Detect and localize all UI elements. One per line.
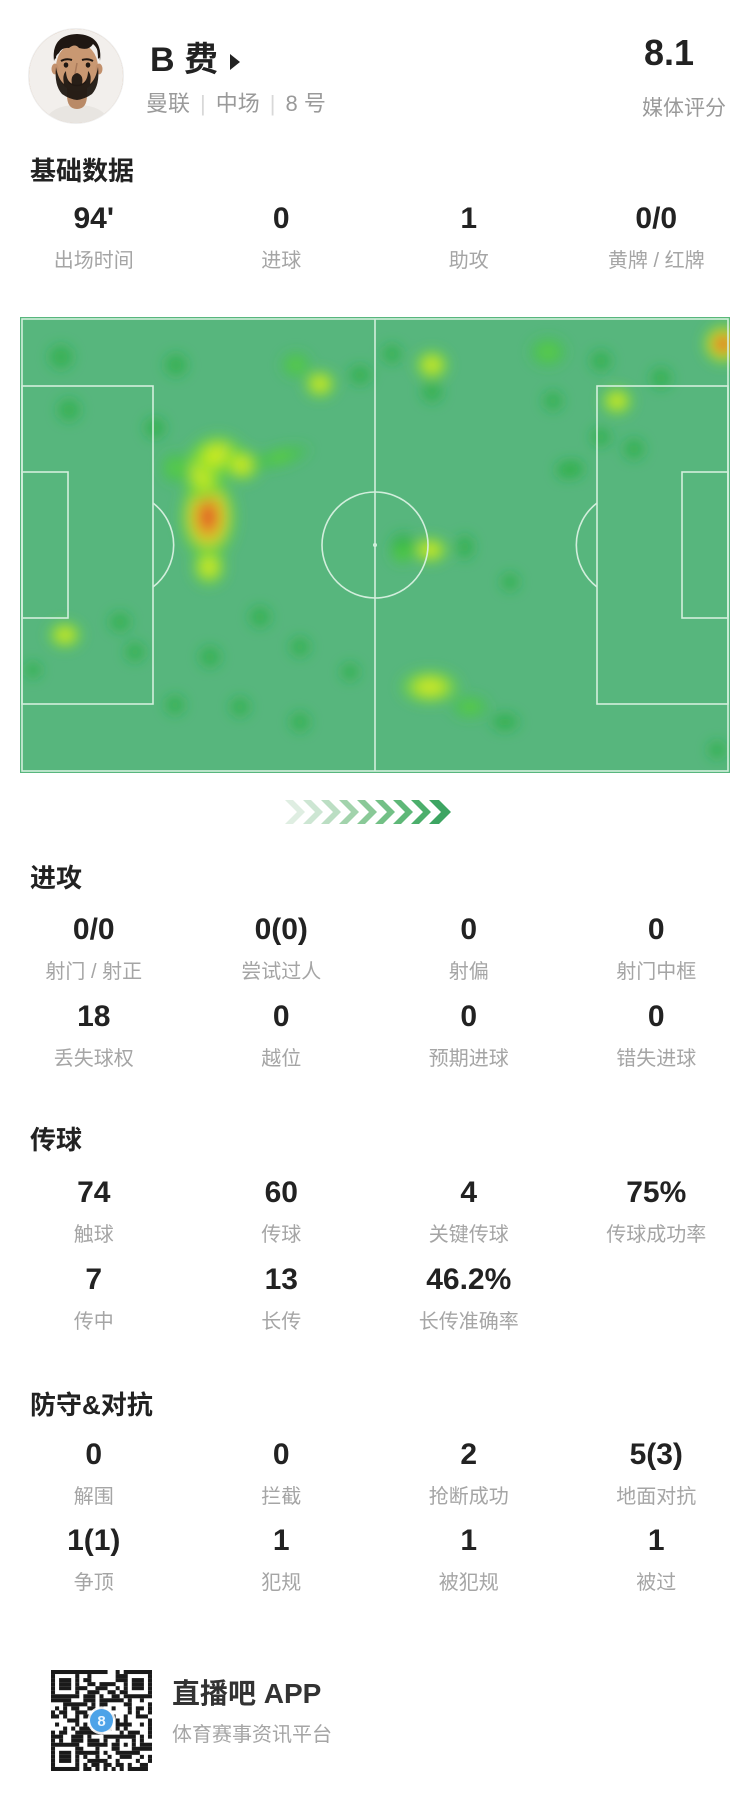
- svg-text:8: 8: [97, 1713, 105, 1730]
